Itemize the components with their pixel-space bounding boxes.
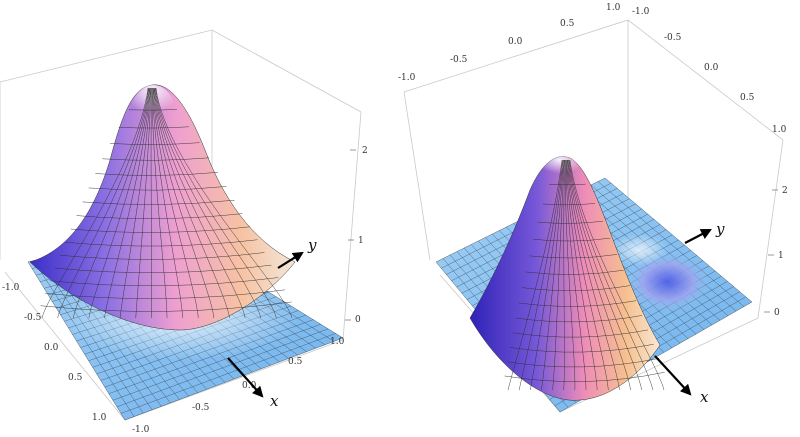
right-x-axis-label: x — [700, 388, 709, 406]
right-plot-panel: 2 1 0 -1.0 -0.5 0.0 0.5 1.0 -1.0 -0.5 0.… — [398, 3, 788, 413]
right-top-front-ticks: -1.0 -0.5 0.0 0.5 1.0 — [398, 3, 621, 83]
right-top-front-tick-2: 0.0 — [508, 37, 523, 47]
right-depression — [626, 252, 710, 312]
left-z-tick-2: 2 — [362, 146, 368, 156]
left-z-axis-ticks: 2 1 0 — [345, 146, 368, 325]
right-top-right-tick-0: -1.0 — [632, 7, 650, 17]
right-y-axis-arrow — [684, 228, 712, 244]
left-bottom-tick-0: -1.0 — [132, 425, 150, 435]
right-top-front-tick-4: 1.0 — [606, 3, 621, 13]
left-side-tick-1: -0.5 — [24, 313, 42, 323]
left-bottom-axis-ticks: -1.0 -0.5 0.0 0.5 1.0 — [132, 337, 345, 435]
left-x-axis-arrow — [227, 357, 264, 398]
right-top-right-tick-1: -0.5 — [664, 33, 682, 43]
left-side-axis-ticks: -1.0 -0.5 0.0 0.5 1.0 — [2, 283, 107, 423]
left-side-tick-3: 0.5 — [68, 373, 83, 383]
right-x-axis-arrow — [654, 355, 692, 396]
left-z-tick-1: 1 — [358, 236, 364, 246]
left-side-tick-2: 0.0 — [44, 343, 59, 353]
right-top-front-tick-1: -0.5 — [450, 55, 468, 65]
right-top-right-tick-3: 0.5 — [740, 93, 755, 103]
left-plot-panel: 2 1 0 -1.0 -0.5 0.0 0.5 1.0 -1.0 -0.5 0.… — [0, 29, 368, 435]
left-peak-surface — [29, 84, 296, 331]
right-y-axis-label: y — [715, 220, 725, 238]
left-bottom-tick-4: 1.0 — [330, 337, 345, 347]
left-y-axis-label: y — [307, 236, 317, 254]
right-top-right-tick-4: 1.0 — [772, 125, 787, 135]
right-top-right-tick-2: 0.0 — [704, 63, 719, 73]
left-y-axis-arrow — [277, 251, 304, 269]
right-ridge-surface — [469, 156, 665, 401]
left-side-tick-4: 1.0 — [92, 413, 107, 423]
left-z-tick-0: 0 — [355, 315, 361, 325]
right-z-tick-2: 2 — [782, 186, 788, 196]
left-bottom-tick-1: -0.5 — [192, 403, 210, 413]
right-top-front-tick-3: 0.5 — [560, 19, 575, 29]
left-x-axis-label: x — [270, 392, 279, 410]
right-top-front-tick-0: -1.0 — [398, 73, 416, 83]
right-top-right-ticks: -1.0 -0.5 0.0 0.5 1.0 — [632, 7, 787, 135]
right-z-tick-0: 0 — [774, 308, 780, 318]
right-z-axis-ticks: 2 1 0 — [764, 186, 788, 318]
left-bottom-tick-3: 0.5 — [288, 357, 303, 367]
right-z-tick-1: 1 — [778, 251, 784, 261]
left-side-tick-0: -1.0 — [2, 283, 20, 293]
left-bottom-tick-2: 0.0 — [242, 381, 257, 391]
